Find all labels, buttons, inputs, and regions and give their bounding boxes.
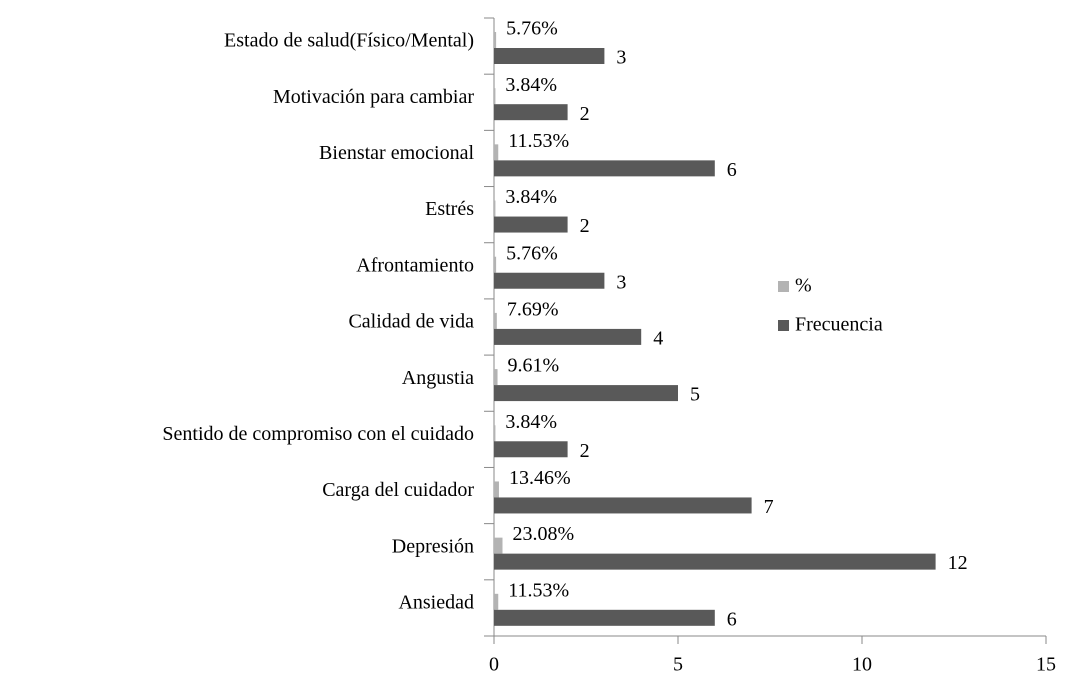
- x-tick-label: 15: [1036, 654, 1056, 676]
- legend-label: %: [795, 275, 812, 297]
- value-label: 5.76%: [506, 242, 558, 264]
- bar: [494, 200, 496, 217]
- bar: [494, 272, 605, 289]
- value-label: 3.84%: [505, 411, 557, 433]
- legend-label: Frecuencia: [795, 314, 883, 336]
- value-label: 9.61%: [508, 355, 560, 377]
- value-label: 3: [616, 47, 626, 69]
- value-label: 6: [727, 608, 737, 630]
- category-label: Carga del cuidador: [322, 479, 474, 501]
- value-label: 2: [580, 103, 590, 125]
- category-label: Bienstar emocional: [319, 142, 474, 164]
- bar: [494, 312, 497, 329]
- value-label: 23.08%: [512, 523, 574, 545]
- x-tick-label: 0: [489, 654, 499, 676]
- value-label: 3.84%: [505, 186, 557, 208]
- bar: [494, 160, 715, 177]
- bar: [494, 216, 568, 233]
- value-label: 5: [690, 384, 700, 406]
- bar: [494, 441, 568, 458]
- value-label: 2: [580, 440, 590, 462]
- value-label: 3.84%: [505, 74, 557, 96]
- value-label: 13.46%: [509, 467, 571, 489]
- category-label: Estado de salud(Físico/Mental): [224, 30, 474, 52]
- legend-swatch: [778, 281, 789, 292]
- value-label: 7.69%: [507, 299, 559, 321]
- bar: [494, 537, 503, 554]
- value-label: 11.53%: [508, 130, 569, 152]
- value-label: 2: [580, 215, 590, 237]
- bar: [494, 88, 496, 105]
- bar: [494, 609, 715, 626]
- category-label: Calidad de vida: [348, 311, 474, 333]
- category-label: Sentido de compromiso con el cuidado: [162, 423, 474, 445]
- value-label: 6: [727, 159, 737, 181]
- value-label: 4: [653, 328, 663, 350]
- x-tick-label: 10: [852, 654, 872, 676]
- value-label: 12: [948, 552, 968, 574]
- bar: [494, 425, 496, 442]
- bar: [494, 256, 497, 273]
- bar: [494, 144, 499, 161]
- bar: [494, 481, 499, 498]
- category-label: Motivación para cambiar: [273, 86, 474, 108]
- value-label: 11.53%: [508, 579, 569, 601]
- x-tick-label: 5: [673, 654, 683, 676]
- bar: [494, 385, 678, 402]
- bar: [494, 48, 605, 64]
- category-label: Depresión: [392, 535, 474, 557]
- bar: [494, 369, 498, 386]
- value-label: 5.76%: [506, 18, 558, 40]
- category-label: Ansiedad: [398, 592, 474, 614]
- bar: [494, 32, 497, 48]
- category-label: Estrés: [425, 198, 474, 220]
- category-label: Angustia: [402, 367, 474, 389]
- legend-swatch: [778, 320, 789, 331]
- bar: [494, 328, 642, 345]
- value-label: 3: [616, 271, 626, 293]
- bar: [494, 593, 499, 610]
- value-label: 7: [764, 496, 774, 518]
- bar: [494, 497, 752, 514]
- category-label: Afrontamiento: [356, 254, 474, 276]
- bar: [494, 104, 568, 121]
- bar: [494, 553, 936, 570]
